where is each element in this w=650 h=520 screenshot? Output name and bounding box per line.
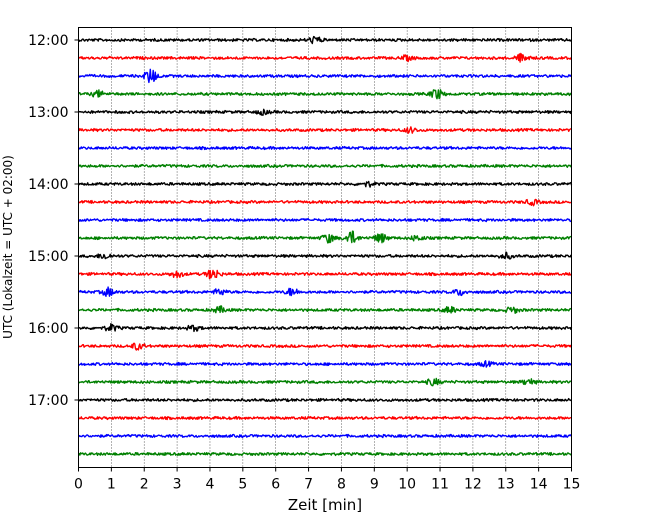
trace-12:30 (77, 68, 573, 84)
trace-16:30 (78, 360, 572, 368)
x-tick-label-10: 10 (398, 477, 416, 493)
trace-15:45 (78, 305, 572, 314)
grid-lines (111, 27, 539, 468)
x-tick-label-12: 12 (464, 477, 482, 493)
trace-15:00 (78, 251, 572, 260)
trace-15:15 (78, 269, 572, 280)
x-tick-label-13: 13 (497, 477, 515, 493)
trace-14:00 (77, 180, 573, 188)
x-tick-label-4: 4 (206, 477, 215, 493)
x-tick-label-14: 14 (530, 477, 548, 493)
trace-12:15 (77, 52, 572, 63)
x-tick-label-15: 15 (563, 477, 581, 493)
trace-17:30 (78, 433, 572, 439)
y-tick-label-12:00: 12:00 (28, 33, 68, 49)
x-tick-label-7: 7 (304, 477, 313, 493)
y-tick-label-16:00: 16:00 (28, 321, 68, 337)
x-tick-label-1: 1 (107, 477, 116, 493)
y-tick-label-15:00: 15:00 (28, 249, 68, 265)
y-axis: 12:00 13:00 14:00 15:00 16:00 17:00 (28, 33, 79, 409)
x-tick-label-8: 8 (337, 477, 346, 493)
x-axis-title: Zeit [min] (288, 496, 362, 514)
trace-14:15 (78, 198, 573, 207)
trace-17:15 (77, 415, 572, 421)
trace-13:30 (77, 145, 572, 151)
y-tick-label-14:00: 14:00 (28, 177, 68, 193)
y-tick-label-17:00: 17:00 (28, 393, 68, 409)
x-tick-label-0: 0 (74, 477, 83, 493)
trace-13:00 (78, 108, 573, 116)
trace-16:00 (78, 323, 573, 333)
trace-12:00 (77, 35, 573, 45)
x-tick-label-2: 2 (140, 477, 149, 493)
x-tick-label-3: 3 (173, 477, 182, 493)
plot-frame (78, 27, 572, 468)
y-axis-title: UTC (Lokalzeit = UTC + 02:00) (1, 155, 15, 339)
trace-13:15 (78, 126, 572, 134)
trace-lines (77, 35, 573, 457)
x-tick-label-9: 9 (370, 477, 379, 493)
x-axis: 0 1 2 3 4 5 6 7 8 9 10 11 12 13 14 15 (74, 467, 581, 493)
x-tick-label-5: 5 (238, 477, 247, 493)
trace-16:45 (78, 377, 572, 387)
trace-16:15 (78, 342, 573, 351)
y-tick-label-13:00: 13:00 (28, 105, 68, 121)
trace-17:45 (78, 451, 572, 457)
trace-13:45 (77, 163, 573, 169)
trace-14:30 (77, 217, 572, 223)
trace-17:00 (78, 397, 572, 403)
x-tick-label-6: 6 (271, 477, 280, 493)
trace-12:45 (77, 89, 573, 100)
trace-14:45 (77, 230, 572, 244)
trace-15:30 (78, 286, 572, 297)
x-tick-label-11: 11 (431, 477, 449, 493)
